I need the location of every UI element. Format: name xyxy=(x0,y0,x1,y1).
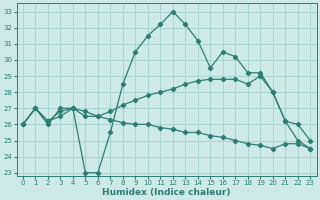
X-axis label: Humidex (Indice chaleur): Humidex (Indice chaleur) xyxy=(102,188,231,197)
